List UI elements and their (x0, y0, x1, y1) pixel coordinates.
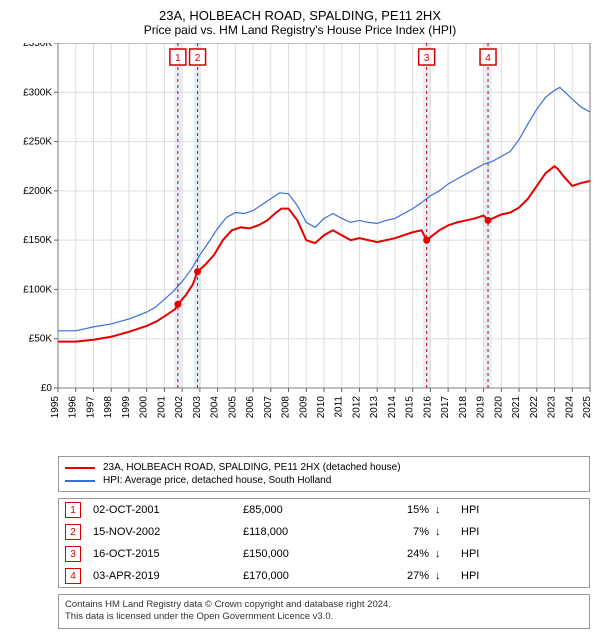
x-tick-label: 2010 (316, 396, 327, 419)
sale-date: 15-NOV-2002 (87, 526, 237, 538)
sale-date: 16-OCT-2015 (87, 548, 237, 560)
sale-price: £170,000 (243, 570, 363, 582)
down-arrow-icon: ↓ (435, 548, 455, 560)
x-tick-label: 1997 (85, 396, 96, 419)
svg-text:1: 1 (175, 53, 181, 64)
sale-point (194, 268, 201, 275)
chart-container: £0 £50K £100K £150K £200K £250K £300K £350K 1995… (8, 43, 592, 448)
x-tick-label: 2017 (440, 396, 451, 419)
sale-index-box: 1 (65, 502, 81, 518)
x-tick-label: 2006 (245, 396, 256, 419)
marker-box: 2 (190, 49, 206, 65)
sale-point (485, 217, 492, 224)
x-tick-label: 2005 (227, 396, 238, 419)
x-tick-label: 1995 (50, 396, 61, 419)
x-tick-label: 1998 (103, 396, 114, 419)
sale-diff: 27% (369, 570, 429, 582)
svg-text:2: 2 (195, 53, 201, 64)
y-tick-label: £250K (23, 137, 52, 148)
down-arrow-icon: ↓ (435, 526, 455, 538)
sale-point (423, 237, 430, 244)
sale-point (174, 301, 181, 308)
x-tick-label: 2003 (192, 396, 203, 419)
x-tick-label: 2022 (529, 396, 540, 419)
x-tick-label: 2018 (458, 396, 469, 419)
sale-ref: HPI (461, 570, 501, 582)
y-tick-label: £300K (23, 87, 52, 98)
x-tick-label: 2020 (493, 396, 504, 419)
sale-price: £150,000 (243, 548, 363, 560)
legend-label: HPI: Average price, detached house, Sout… (103, 475, 331, 486)
sale-price: £85,000 (243, 504, 363, 516)
sale-index-box: 2 (65, 524, 81, 540)
x-tick-label: 2002 (174, 396, 185, 419)
x-tick-label: 2013 (369, 396, 380, 419)
x-tick-label: 2000 (139, 396, 150, 419)
y-tick-label: £100K (23, 284, 52, 295)
x-tick-label: 2011 (334, 396, 345, 418)
x-tick-label: 1999 (121, 396, 132, 419)
marker-box: 4 (480, 49, 496, 65)
sale-index-box: 3 (65, 546, 81, 562)
line-chart: £0 £50K £100K £150K £200K £250K £300K £350K 1995… (8, 43, 594, 448)
x-tick-label: 2019 (476, 396, 487, 419)
x-tick-label: 2015 (405, 396, 416, 419)
chart-subtitle: Price paid vs. HM Land Registry's House … (8, 23, 592, 37)
sale-diff: 7% (369, 526, 429, 538)
legend-item: 23A, HOLBEACH ROAD, SPALDING, PE11 2HX (… (65, 461, 583, 474)
x-tick-label: 1996 (68, 396, 79, 419)
chart-title: 23A, HOLBEACH ROAD, SPALDING, PE11 2HX (8, 8, 592, 23)
sale-price: £118,000 (243, 526, 363, 538)
legend: 23A, HOLBEACH ROAD, SPALDING, PE11 2HX (… (58, 456, 590, 492)
attribution-line2: This data is licensed under the Open Gov… (65, 611, 333, 622)
sale-ref: HPI (461, 504, 501, 516)
svg-text:4: 4 (485, 53, 491, 64)
x-tick-label: 2001 (156, 396, 167, 419)
sale-ref: HPI (461, 548, 501, 560)
down-arrow-icon: ↓ (435, 570, 455, 582)
sales-row: 2 15-NOV-2002 £118,000 7% ↓ HPI (59, 521, 589, 543)
x-tick-label: 2021 (511, 396, 522, 419)
sale-ref: HPI (461, 526, 501, 538)
legend-item: HPI: Average price, detached house, Sout… (65, 474, 583, 487)
attribution: Contains HM Land Registry data © Crown c… (58, 594, 590, 629)
x-tick-label: 2023 (547, 396, 558, 419)
sales-row: 3 16-OCT-2015 £150,000 24% ↓ HPI (59, 543, 589, 565)
down-arrow-icon: ↓ (435, 504, 455, 516)
marker-box: 3 (419, 49, 435, 65)
sales-row: 4 03-APR-2019 £170,000 27% ↓ HPI (59, 565, 589, 587)
legend-swatch (65, 467, 95, 469)
x-tick-label: 2008 (281, 396, 292, 419)
sale-index-box: 4 (65, 568, 81, 584)
x-tick-label: 2007 (263, 396, 274, 419)
marker-box: 1 (170, 49, 186, 65)
sale-diff: 15% (369, 504, 429, 516)
y-tick-label: £150K (23, 235, 52, 246)
sales-table: 1 02-OCT-2001 £85,000 15% ↓ HPI 2 15-NOV-2002 £1… (58, 498, 590, 588)
svg-text:3: 3 (424, 53, 430, 64)
x-tick-label: 2012 (351, 396, 362, 419)
sale-date: 03-APR-2019 (87, 570, 237, 582)
x-tick-label: 2009 (298, 396, 309, 419)
x-tick-label: 2016 (422, 396, 433, 419)
sale-diff: 24% (369, 548, 429, 560)
sale-date: 02-OCT-2001 (87, 504, 237, 516)
x-tick-label: 2025 (582, 396, 593, 419)
y-tick-label: £50K (29, 334, 53, 345)
legend-swatch (65, 480, 95, 482)
sales-row: 1 02-OCT-2001 £85,000 15% ↓ HPI (59, 499, 589, 521)
legend-label: 23A, HOLBEACH ROAD, SPALDING, PE11 2HX (… (103, 462, 401, 473)
y-tick-label: £350K (23, 43, 52, 49)
attribution-line1: Contains HM Land Registry data © Crown c… (65, 599, 391, 610)
y-tick-label: £200K (23, 186, 52, 197)
x-tick-label: 2014 (387, 396, 398, 419)
x-tick-label: 2004 (210, 396, 221, 419)
x-tick-label: 2024 (564, 396, 575, 419)
y-tick-label: £0 (41, 383, 53, 394)
